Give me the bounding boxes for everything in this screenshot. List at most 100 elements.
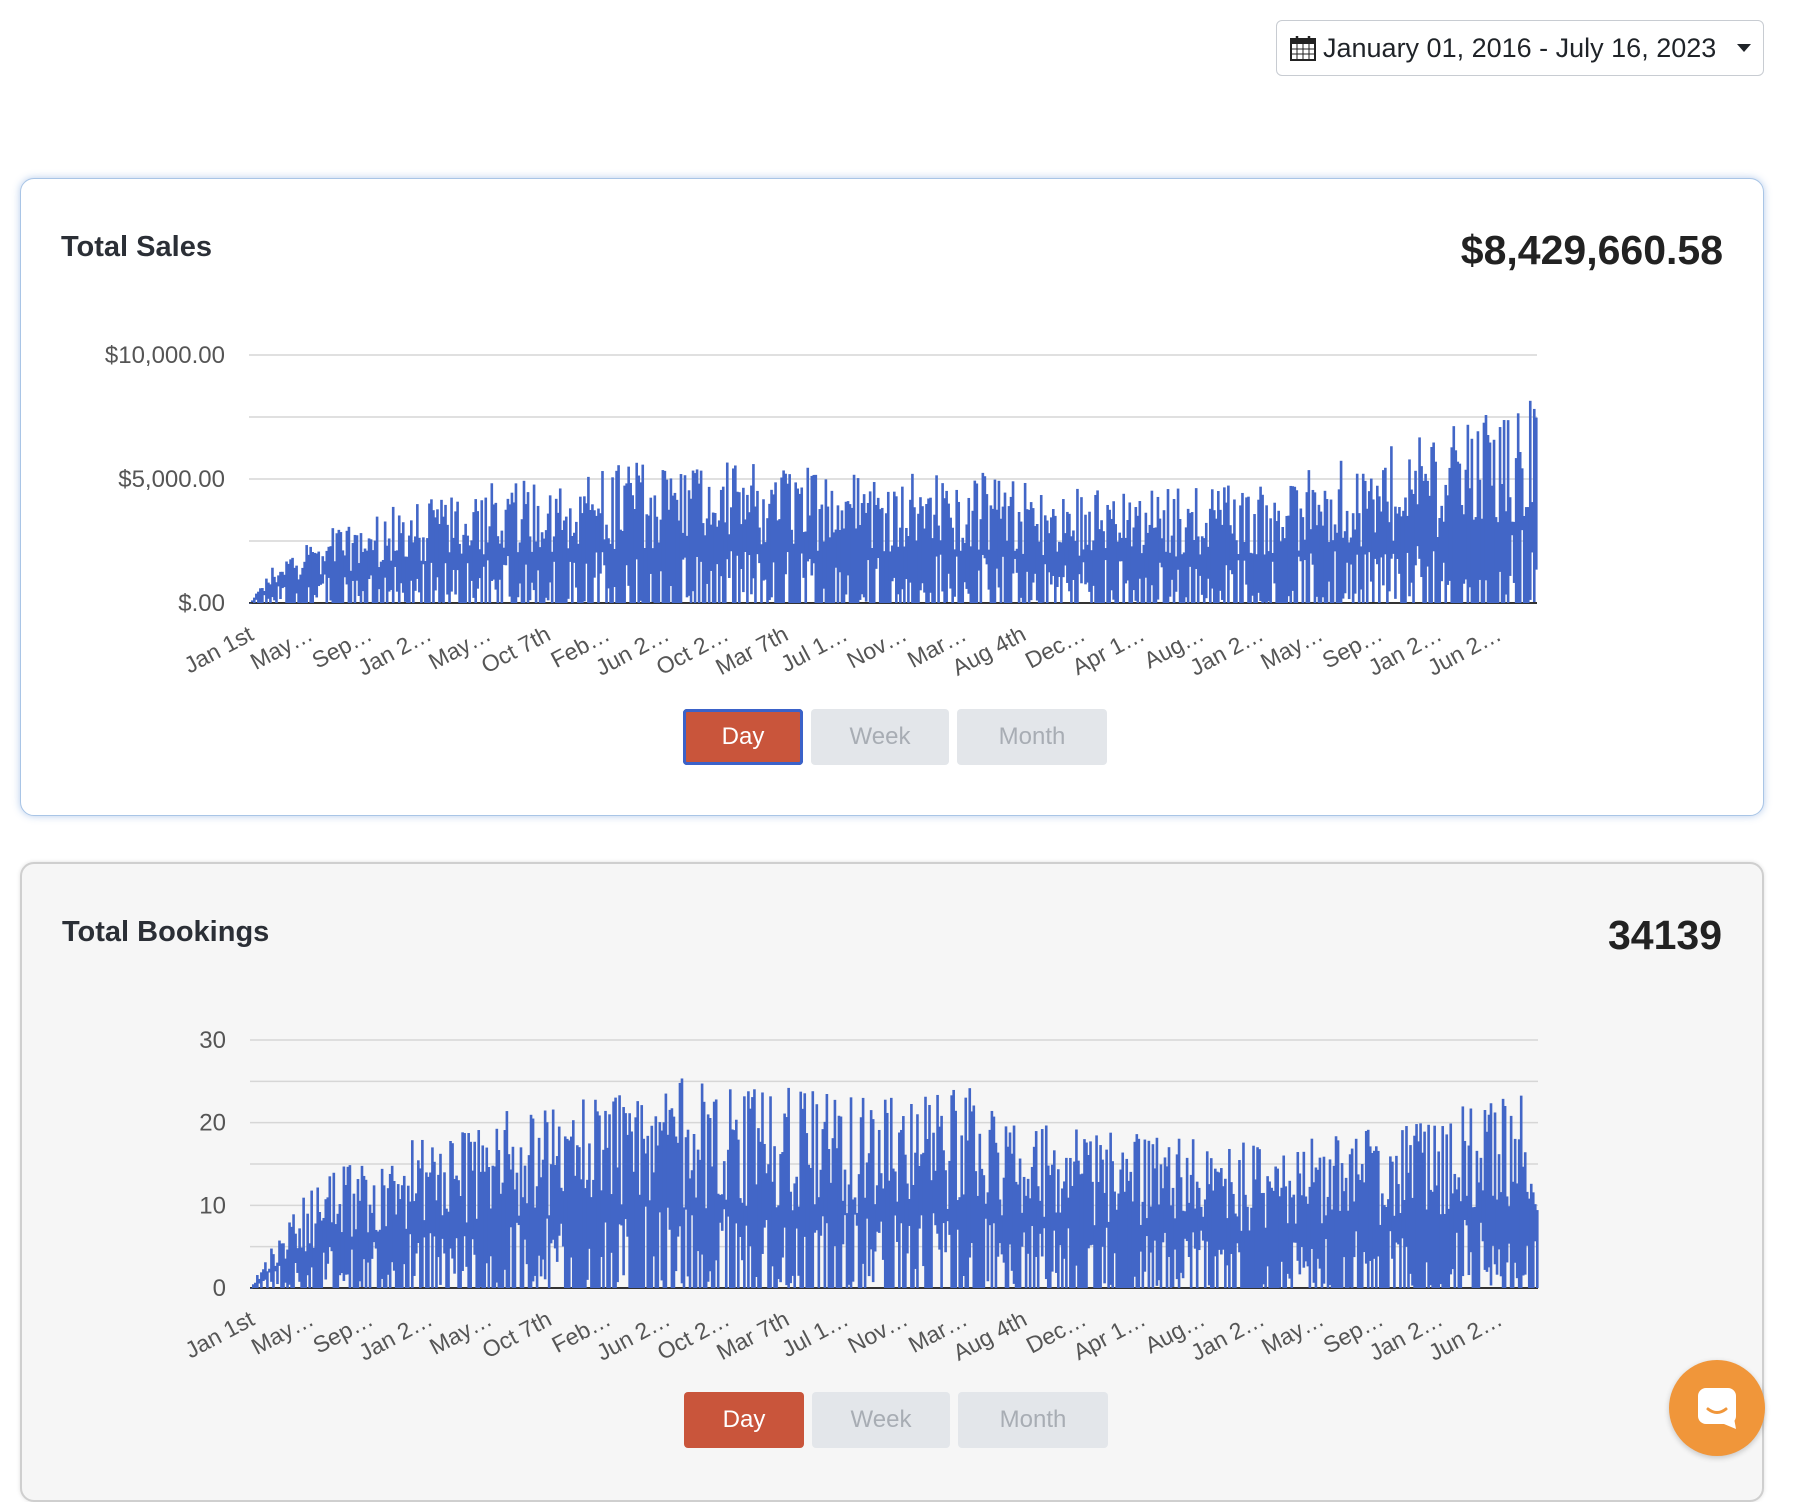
bar <box>952 1089 955 1288</box>
bar <box>882 551 886 603</box>
bar <box>1312 1182 1316 1283</box>
bar <box>453 1178 456 1274</box>
bar <box>1211 1190 1215 1288</box>
bar <box>456 501 459 571</box>
bar <box>722 1161 726 1210</box>
bar <box>938 1126 941 1250</box>
bar <box>1506 420 1510 603</box>
month-button[interactable]: Month <box>957 709 1107 765</box>
bar <box>311 552 314 603</box>
bar <box>652 1172 656 1257</box>
total-sales-card: Total Sales $8,429,660.58 $.00 $5,000.00 $… <box>20 178 1764 816</box>
bar <box>1034 1131 1038 1257</box>
bar <box>339 532 343 603</box>
bar <box>1505 1196 1509 1263</box>
bar <box>1218 1172 1221 1250</box>
bar <box>682 1207 686 1288</box>
bar <box>598 1115 601 1288</box>
bar <box>1194 488 1198 570</box>
bar <box>1527 1198 1531 1288</box>
bar <box>1410 489 1413 583</box>
bar <box>770 489 773 598</box>
bar <box>639 482 643 601</box>
bar <box>257 591 260 603</box>
bar <box>1419 1123 1422 1288</box>
bar <box>508 504 512 597</box>
bar <box>1049 517 1053 585</box>
bar <box>477 1130 481 1288</box>
bar <box>397 515 401 603</box>
bar <box>529 1114 533 1288</box>
bar <box>1376 485 1379 565</box>
bar <box>893 491 896 578</box>
month-button[interactable]: Month <box>958 1392 1108 1448</box>
bar <box>1193 1208 1197 1249</box>
bar <box>1047 533 1051 573</box>
bar <box>662 1122 666 1288</box>
bar <box>518 542 522 584</box>
bar <box>316 1187 320 1288</box>
bar <box>489 1208 493 1257</box>
bar <box>638 1194 642 1288</box>
bar <box>1349 537 1353 565</box>
bar <box>1147 1140 1151 1288</box>
bar <box>423 1220 426 1238</box>
x-tick-label: Nov… <box>843 1305 912 1358</box>
bar <box>550 551 554 603</box>
bar <box>1216 1171 1219 1288</box>
bar <box>1113 1191 1116 1254</box>
bar <box>831 1138 835 1288</box>
bar <box>780 477 783 603</box>
bar <box>747 1091 750 1288</box>
bar <box>1494 517 1498 603</box>
bar <box>526 492 530 603</box>
bar <box>1043 515 1047 565</box>
chat-launcher-button[interactable] <box>1669 1360 1765 1456</box>
bar <box>1058 541 1061 577</box>
bar <box>1365 508 1369 603</box>
bar <box>1441 1126 1445 1288</box>
bar <box>778 519 781 603</box>
bar <box>1489 1103 1493 1286</box>
bar <box>974 1171 978 1288</box>
bar <box>890 545 894 582</box>
bar <box>255 593 258 600</box>
bar <box>270 1248 273 1282</box>
bar <box>1257 499 1260 593</box>
bar <box>435 1200 438 1288</box>
bar <box>1104 548 1107 561</box>
bar <box>1520 468 1524 531</box>
bar <box>1086 544 1089 583</box>
bar <box>1402 510 1405 603</box>
bar <box>375 516 379 603</box>
bar <box>777 1205 780 1280</box>
bar <box>595 515 598 553</box>
bar <box>1346 1210 1350 1288</box>
bar <box>1501 1098 1505 1288</box>
bar <box>1460 505 1464 603</box>
bar <box>648 1200 652 1288</box>
bar <box>688 1178 692 1288</box>
bar <box>1412 493 1415 603</box>
bar <box>495 1128 499 1283</box>
week-button[interactable]: Week <box>812 1392 950 1448</box>
bar <box>1503 1106 1507 1288</box>
bar <box>1400 516 1403 603</box>
bar <box>1431 1191 1434 1288</box>
bar <box>681 532 685 560</box>
bar <box>472 512 475 598</box>
day-button[interactable]: Day <box>683 709 803 765</box>
bar <box>752 464 755 579</box>
bar <box>1345 510 1349 563</box>
bar <box>1008 1132 1012 1245</box>
y-tick-label: 0 <box>213 1275 226 1302</box>
bar <box>1483 1110 1487 1270</box>
bar <box>522 480 526 603</box>
bar <box>1093 1225 1096 1288</box>
week-button[interactable]: Week <box>811 709 949 765</box>
bar <box>1191 1139 1195 1233</box>
day-button[interactable]: Day <box>684 1392 804 1448</box>
bar <box>1362 1182 1366 1253</box>
date-range-picker[interactable]: January 01, 2016 - July 16, 2023 <box>1276 20 1764 76</box>
bar <box>1064 533 1067 566</box>
